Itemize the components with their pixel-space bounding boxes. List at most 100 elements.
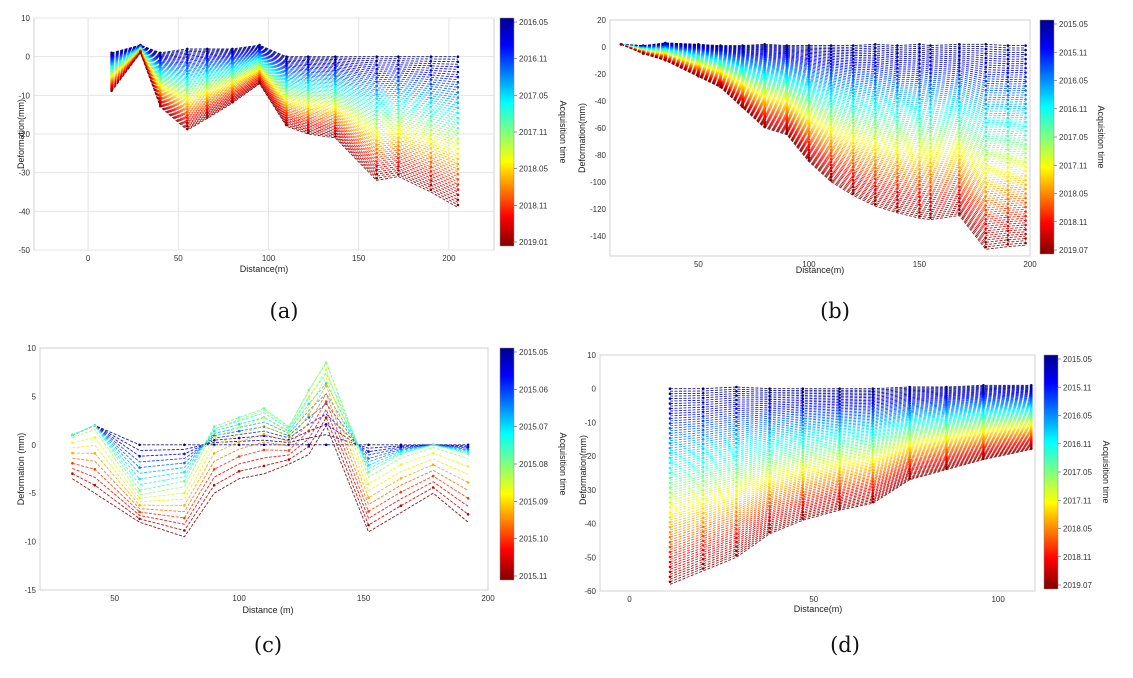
series-point (829, 87, 833, 90)
series-point (1006, 57, 1010, 61)
series-point (1024, 152, 1027, 155)
series-point (896, 44, 899, 47)
x-tick-label: 100 (262, 254, 276, 263)
series-point (1006, 66, 1010, 70)
colorbar (1043, 354, 1059, 590)
series-point (851, 135, 855, 138)
series-point (768, 446, 771, 449)
series-point (456, 157, 460, 161)
series-point (1006, 184, 1010, 187)
series-point (929, 87, 932, 90)
series-point (735, 497, 738, 501)
series-line (111, 48, 459, 142)
series-point (918, 140, 921, 144)
series-point (871, 445, 875, 449)
series-point (838, 424, 841, 427)
series-point (871, 407, 875, 411)
series-point (735, 437, 738, 441)
series-point (429, 147, 433, 150)
series-point (701, 511, 705, 515)
series-line (111, 47, 458, 111)
series-point (929, 48, 932, 51)
series-point (984, 47, 988, 51)
x-ticks: 50 100 150 200 (694, 260, 1037, 269)
series-point (735, 415, 738, 419)
colorbar (1039, 19, 1055, 255)
series-point (668, 580, 672, 584)
series-point (456, 137, 460, 140)
series-line (669, 388, 1032, 402)
series-point (367, 496, 370, 500)
series-point (871, 410, 875, 414)
series-point (958, 54, 961, 58)
series-point (874, 50, 877, 53)
series-point (668, 526, 672, 529)
series-point (287, 431, 291, 434)
series-point (801, 467, 805, 470)
series-point (375, 151, 379, 155)
series-point (871, 439, 875, 443)
series-point (918, 78, 921, 81)
series-point (801, 410, 805, 414)
series-point (929, 149, 932, 153)
plot-frame (39, 347, 489, 591)
series-point (1024, 62, 1027, 65)
series-line (111, 49, 459, 168)
series-point (871, 448, 875, 452)
series-point (896, 194, 899, 198)
series-point (838, 485, 841, 489)
series-point (768, 468, 771, 471)
series-point (785, 128, 789, 131)
series-point (1006, 170, 1010, 174)
series-point (456, 203, 460, 207)
series-point (334, 66, 337, 69)
x-tick-label: 0 (86, 254, 91, 263)
series-point (205, 78, 209, 81)
series-point (929, 63, 932, 67)
series-point (397, 75, 400, 79)
series-point (785, 126, 789, 129)
series-point (874, 68, 877, 71)
series-point (918, 179, 921, 183)
series-point (851, 192, 855, 195)
series-point (874, 97, 877, 101)
series-point (896, 115, 899, 119)
series-point (851, 67, 855, 71)
series-point (918, 152, 921, 155)
series-point (896, 205, 899, 209)
series-point (929, 118, 932, 122)
series-point (874, 163, 877, 166)
series-point (668, 407, 672, 410)
series-point (908, 406, 911, 410)
series-point (851, 185, 855, 189)
series-point (896, 172, 899, 175)
series-point (918, 54, 921, 58)
series-line (72, 376, 469, 503)
series-point (701, 447, 705, 450)
series-point (896, 175, 899, 179)
series-point (237, 470, 241, 473)
series-point (456, 167, 460, 171)
series-point (984, 241, 988, 244)
series-point (896, 179, 899, 183)
series-point (334, 102, 337, 105)
series-line (669, 417, 1032, 489)
series-point (984, 153, 988, 157)
series-point (701, 530, 705, 533)
series-point (929, 173, 932, 176)
series-point (874, 170, 877, 173)
series-point (668, 501, 672, 504)
series-point (768, 515, 771, 519)
series-point (701, 410, 705, 414)
series-point (375, 135, 379, 138)
series-point (801, 440, 805, 444)
series-point (807, 112, 811, 115)
series-point (896, 149, 899, 153)
series-point (929, 181, 932, 184)
x-tick-label: 100 (232, 594, 246, 603)
series-point (262, 448, 266, 452)
series-point (183, 529, 186, 532)
series-point (851, 81, 855, 84)
series-point (1006, 211, 1010, 214)
series-point (851, 54, 855, 57)
